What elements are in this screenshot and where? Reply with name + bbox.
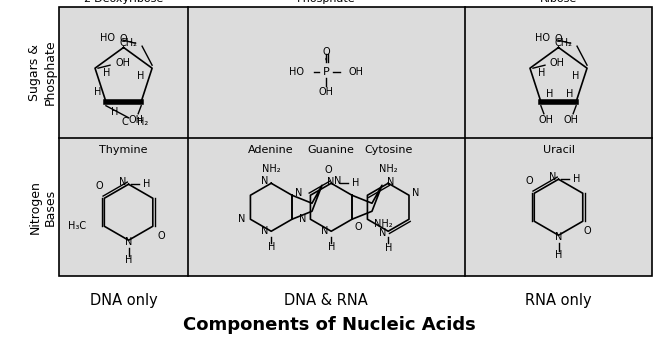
Text: N: N bbox=[299, 214, 306, 224]
Text: Phosphate: Phosphate bbox=[297, 0, 355, 4]
Text: N: N bbox=[119, 177, 127, 187]
Bar bbox=[188, 7, 465, 138]
Text: H: H bbox=[328, 242, 335, 252]
Text: O: O bbox=[96, 181, 103, 191]
Text: N: N bbox=[555, 232, 562, 242]
Text: Nitrogen
Bases: Nitrogen Bases bbox=[28, 180, 56, 234]
Text: CH₂: CH₂ bbox=[119, 38, 137, 48]
Bar bbox=[59, 7, 188, 138]
Text: RNA only: RNA only bbox=[525, 293, 592, 308]
Text: H: H bbox=[571, 71, 579, 81]
Text: OH: OH bbox=[129, 115, 144, 125]
Text: N: N bbox=[238, 214, 245, 224]
Text: H: H bbox=[103, 68, 111, 78]
Text: N: N bbox=[321, 226, 328, 236]
Text: H: H bbox=[125, 255, 132, 265]
Text: O: O bbox=[584, 226, 592, 236]
Text: H: H bbox=[268, 242, 275, 252]
Text: DNA only: DNA only bbox=[90, 293, 158, 308]
Text: NH₂: NH₂ bbox=[262, 164, 281, 174]
Text: N: N bbox=[295, 188, 302, 198]
Text: O: O bbox=[555, 34, 562, 44]
Text: Ribose: Ribose bbox=[540, 0, 577, 4]
Text: DNA & RNA: DNA & RNA bbox=[284, 293, 368, 308]
Bar bbox=[188, 138, 465, 276]
Text: OH: OH bbox=[563, 115, 579, 125]
Bar bbox=[59, 138, 188, 276]
Text: O: O bbox=[120, 34, 127, 44]
Text: CH₂: CH₂ bbox=[554, 38, 572, 48]
Text: H₃C: H₃C bbox=[68, 221, 86, 231]
Text: Adenine: Adenine bbox=[248, 145, 294, 155]
Text: N: N bbox=[261, 226, 268, 236]
Bar bbox=[59, 7, 652, 276]
Text: Thymine: Thymine bbox=[100, 145, 148, 155]
Text: H: H bbox=[352, 178, 360, 188]
Text: N: N bbox=[327, 177, 334, 187]
Bar bbox=[465, 138, 652, 276]
Text: Uracil: Uracil bbox=[542, 145, 575, 155]
Text: H: H bbox=[142, 179, 150, 189]
Bar bbox=[465, 7, 652, 138]
Text: OH: OH bbox=[348, 67, 363, 78]
Text: N: N bbox=[549, 172, 556, 182]
Text: OH: OH bbox=[538, 115, 554, 125]
Text: H: H bbox=[566, 89, 573, 99]
Text: H: H bbox=[384, 243, 392, 253]
Text: H₂: H₂ bbox=[136, 117, 148, 127]
Text: OH: OH bbox=[115, 58, 130, 68]
Text: NH₂: NH₂ bbox=[379, 164, 397, 174]
Text: HO: HO bbox=[100, 33, 115, 43]
Text: OH: OH bbox=[319, 88, 333, 97]
Text: NH₂: NH₂ bbox=[374, 219, 393, 229]
Text: N: N bbox=[379, 228, 386, 238]
Text: H: H bbox=[538, 68, 546, 78]
Text: O: O bbox=[158, 231, 165, 241]
Text: N: N bbox=[261, 176, 268, 186]
Text: N: N bbox=[412, 188, 419, 198]
Text: N: N bbox=[387, 177, 394, 187]
Text: H: H bbox=[94, 87, 101, 97]
Text: 2-Deoxyribose: 2-Deoxyribose bbox=[84, 0, 163, 4]
Text: N: N bbox=[334, 176, 341, 186]
Text: C: C bbox=[122, 117, 129, 127]
Text: Sugars &
Phosphate: Sugars & Phosphate bbox=[28, 40, 56, 105]
Text: O: O bbox=[322, 48, 330, 57]
Text: HO: HO bbox=[289, 67, 304, 78]
Text: H: H bbox=[546, 89, 554, 99]
Text: OH: OH bbox=[550, 58, 565, 68]
Text: Components of Nucleic Acids: Components of Nucleic Acids bbox=[183, 316, 476, 334]
Text: O: O bbox=[324, 165, 332, 175]
Text: O: O bbox=[355, 222, 362, 232]
Text: H: H bbox=[111, 107, 119, 117]
Text: N: N bbox=[125, 237, 132, 247]
Text: HO: HO bbox=[535, 33, 550, 43]
Text: H: H bbox=[573, 174, 580, 184]
Text: Guanine: Guanine bbox=[308, 145, 355, 155]
Text: Cytosine: Cytosine bbox=[364, 145, 413, 155]
Text: O: O bbox=[525, 176, 533, 186]
Text: P: P bbox=[323, 67, 330, 78]
Text: H: H bbox=[136, 71, 144, 81]
Text: H: H bbox=[555, 250, 562, 260]
